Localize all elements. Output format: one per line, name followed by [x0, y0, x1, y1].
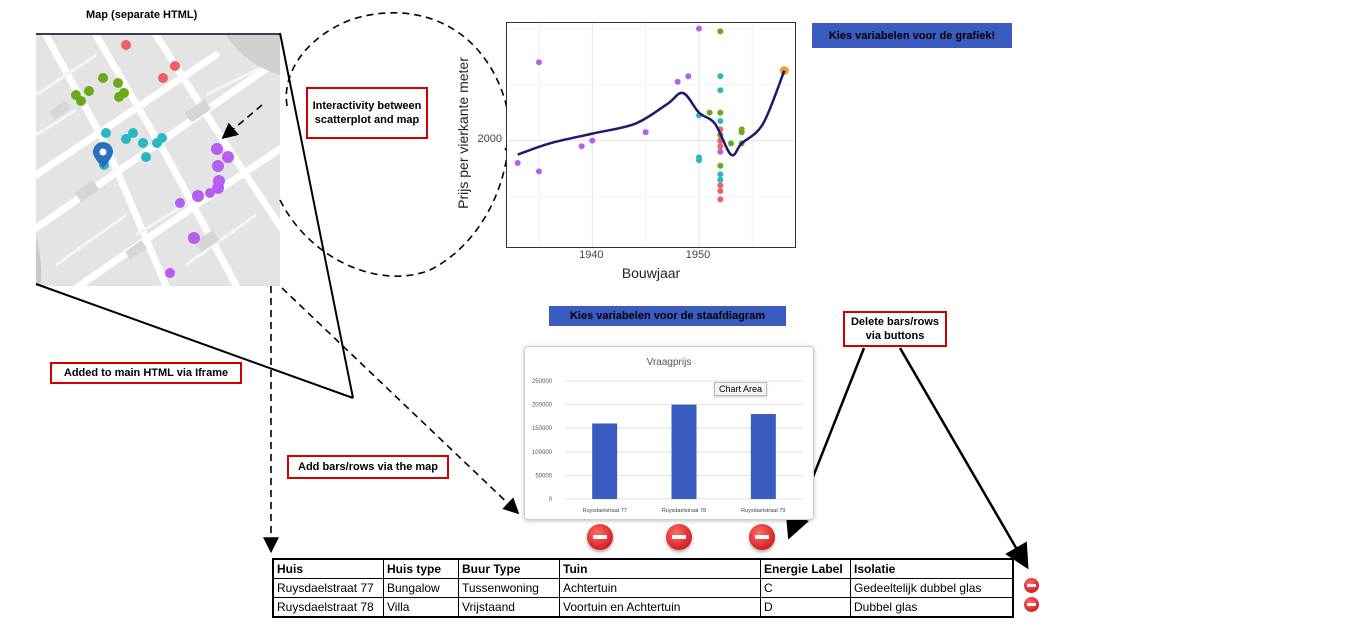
table-cell: Achtertuin: [559, 578, 761, 598]
bar[interactable]: [592, 423, 618, 499]
bar-chart-title: Vraagprijs: [647, 357, 692, 368]
scatter-point[interactable]: [685, 73, 692, 80]
table-cell: Bungalow: [383, 578, 459, 598]
scatter-point[interactable]: [717, 182, 724, 189]
scatter-point[interactable]: [578, 143, 585, 150]
bar-variables-button[interactable]: Kies variabelen voor de staafdiagram: [549, 306, 786, 326]
scatter-trend-line: [517, 70, 786, 157]
scatter-point[interactable]: [696, 154, 702, 161]
table-cell: Ruysdaelstraat 77: [272, 578, 384, 598]
table-header: Huis: [272, 558, 384, 579]
scatter-point[interactable]: [717, 196, 724, 203]
scatter-point[interactable]: [717, 148, 724, 155]
houses-table: Huis Huis type Buur Type Tuin Energie La…: [272, 558, 1014, 618]
table-header: Energie Label: [760, 558, 851, 579]
table-row: Ruysdaelstraat 78 Villa Vrijstaand Voort…: [272, 597, 1014, 618]
scatter-y-tick: 2000: [477, 132, 502, 145]
note-add-bars: Add bars/rows via the map: [287, 455, 449, 479]
scatter-point[interactable]: [717, 109, 724, 116]
bar-y-tick: 0: [549, 497, 553, 503]
table-header: Huis type: [383, 558, 459, 579]
scatter-x-tick: 1940: [579, 249, 604, 261]
bar-y-tick: 250000: [532, 379, 553, 385]
table-cell: Villa: [383, 597, 459, 618]
scatter-point[interactable]: [717, 171, 724, 178]
scatter-point[interactable]: [728, 140, 734, 147]
scatter-x-label: Bouwjaar: [621, 265, 681, 281]
scatter-point[interactable]: [514, 160, 521, 166]
bar-chart-card[interactable]: Vraagprijs 0 50000 100000 150000 200000 250000…: [524, 346, 814, 520]
table-cell: Vrijstaand: [458, 597, 560, 618]
scatter-point[interactable]: [696, 25, 702, 32]
table-header: Isolatie: [850, 558, 1014, 579]
table-header: Tuin: [559, 558, 761, 579]
scatter-point[interactable]: [536, 168, 542, 175]
table-cell: C: [760, 578, 851, 598]
bar-y-tick: 200000: [532, 403, 553, 409]
bar-y-tick: 150000: [532, 426, 553, 432]
scatter-point[interactable]: [642, 129, 649, 136]
map-title: Map (separate HTML): [86, 9, 198, 21]
scatter-variables-button[interactable]: Kies variabelen voor de grafiek!: [812, 23, 1012, 48]
map-marker-icon[interactable]: [93, 142, 113, 168]
delete-bar-button-1[interactable]: [587, 524, 613, 550]
delete-bar-button-2[interactable]: [666, 524, 692, 550]
table-header: Buur Type: [458, 558, 560, 579]
scatter-point[interactable]: [674, 78, 681, 85]
scatter-point[interactable]: [589, 137, 596, 144]
scatter-point[interactable]: [738, 129, 745, 136]
delete-row-button-2[interactable]: [1024, 597, 1039, 612]
table-cell: Voortuin en Achtertuin: [559, 597, 761, 618]
scatter-plot[interactable]: [506, 22, 796, 248]
table-cell: Gedeeltelijk dubbel glas: [850, 578, 1014, 598]
table-cell: Ruysdaelstraat 78: [272, 597, 384, 618]
scatter-y-label: Prijs per vierkante meter: [455, 57, 471, 209]
bar-y-tick: 50000: [535, 473, 552, 479]
bar-x-tick: Ruysdaelstraat 79: [741, 508, 785, 514]
bar-chart-canvas[interactable]: Vraagprijs 0 50000 100000 150000 200000 250000…: [525, 347, 813, 519]
scatter-point[interactable]: [717, 87, 724, 94]
table-cell: D: [760, 597, 851, 618]
note-delete-bars: Delete bars/rows via buttons: [843, 311, 947, 347]
scatter-point[interactable]: [706, 109, 713, 116]
chart-area-tooltip: Chart Area: [714, 382, 768, 396]
map-iframe[interactable]: [36, 33, 280, 286]
note-interactivity: Interactivity between scatterplot and ma…: [306, 87, 428, 139]
table-cell: Dubbel glas: [850, 597, 1014, 618]
scatter-point[interactable]: [779, 66, 789, 76]
table-header-row: Huis Huis type Buur Type Tuin Energie La…: [272, 558, 1014, 579]
scatter-canvas[interactable]: [507, 23, 795, 247]
scatter-point[interactable]: [717, 73, 724, 80]
scatter-point[interactable]: [717, 176, 724, 183]
scatter-point[interactable]: [536, 59, 542, 66]
table-row: Ruysdaelstraat 77 Bungalow Tussenwoning …: [272, 578, 1014, 598]
bar-x-tick: Ruysdaelstraat 77: [582, 508, 626, 514]
bar-y-tick: 100000: [532, 450, 553, 456]
bar[interactable]: [671, 404, 697, 499]
map-canvas[interactable]: [36, 35, 280, 286]
table-cell: Tussenwoning: [458, 578, 560, 598]
scatter-point[interactable]: [717, 118, 724, 124]
scatter-point[interactable]: [717, 28, 724, 35]
note-iframe: Added to main HTML via Iframe: [50, 362, 242, 384]
scatter-point[interactable]: [717, 143, 724, 150]
bar[interactable]: [750, 414, 776, 499]
scatter-point[interactable]: [717, 162, 724, 169]
delete-row-button-1[interactable]: [1024, 578, 1039, 593]
delete-bar-button-3[interactable]: [749, 524, 775, 550]
scatter-x-tick: 1950: [685, 249, 711, 261]
bar-x-tick: Ruysdaelstraat 78: [662, 508, 706, 514]
scatter-point[interactable]: [717, 188, 724, 194]
